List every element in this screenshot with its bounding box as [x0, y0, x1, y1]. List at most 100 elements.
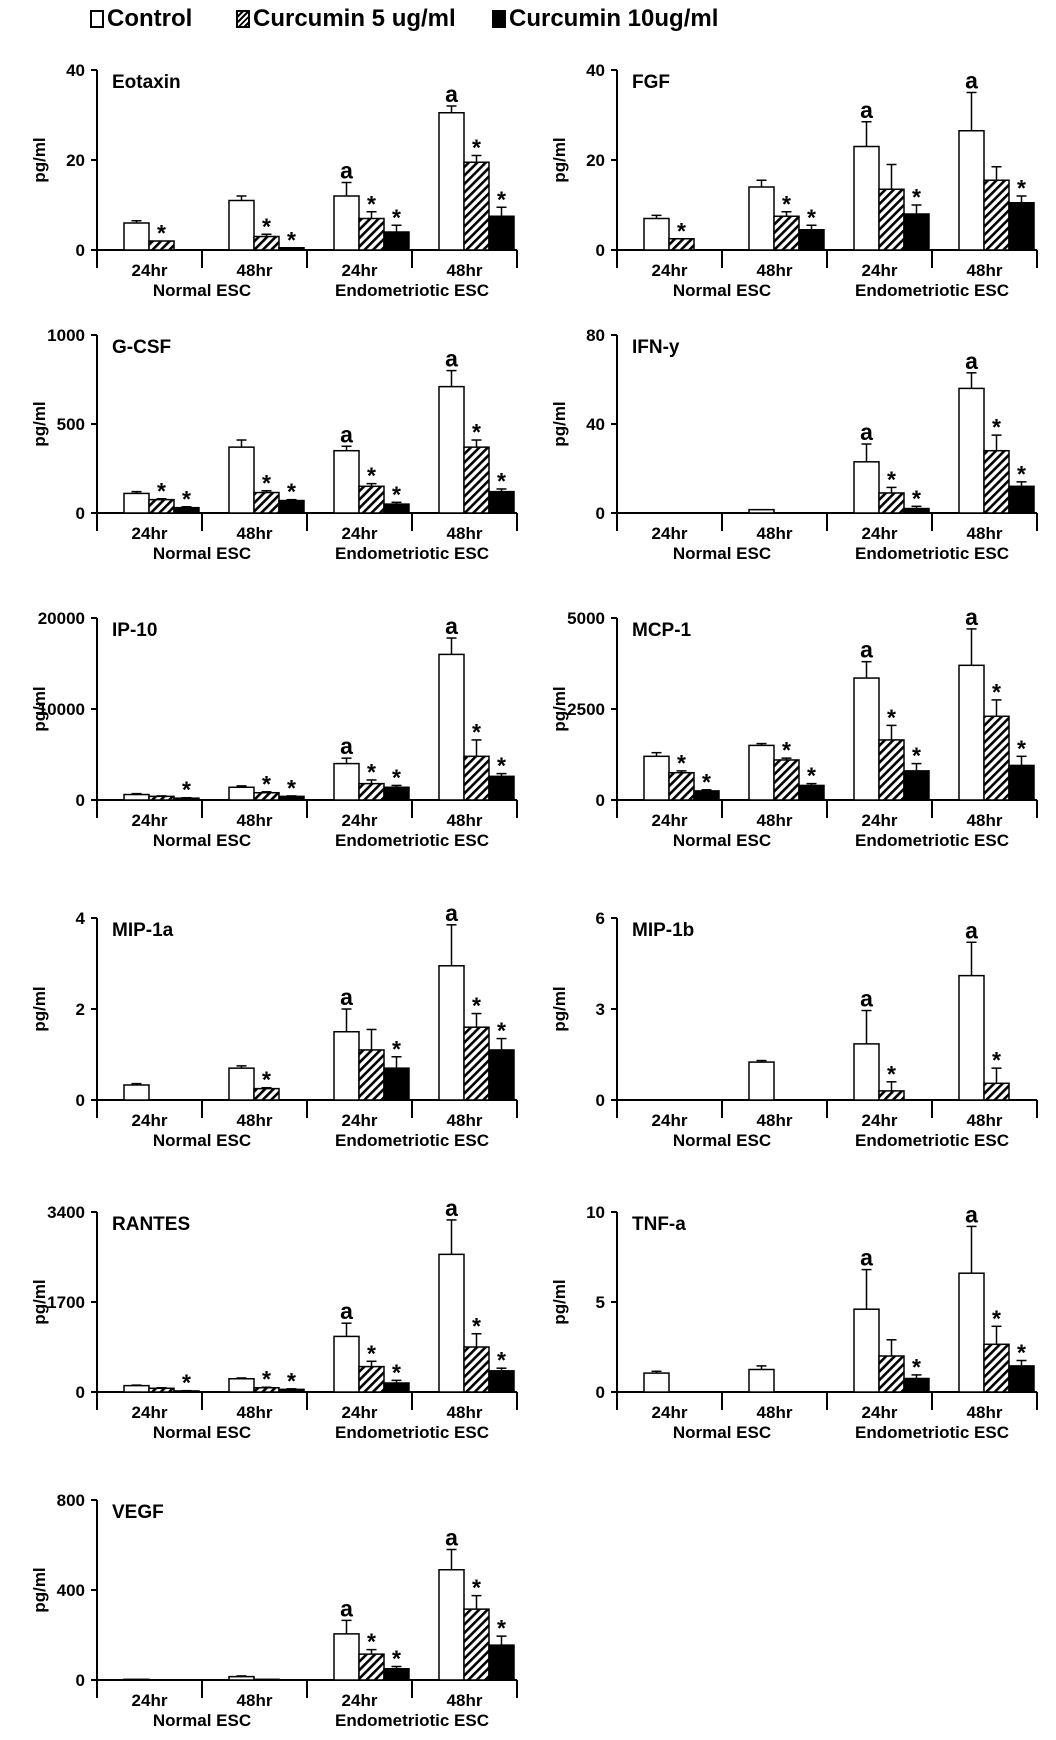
- x-group-label: Endometriotic ESC: [855, 544, 1009, 563]
- x-group-label: Normal ESC: [153, 1423, 251, 1442]
- significance-star: *: [677, 218, 686, 244]
- bar-control: [333, 1633, 360, 1681]
- significance-star: *: [472, 993, 481, 1019]
- x-tick-label: 48hr: [967, 261, 1003, 280]
- significance-star: *: [182, 1370, 191, 1396]
- bar-control: [643, 755, 670, 801]
- x-group-label: Normal ESC: [153, 831, 251, 850]
- x-tick-label: 48hr: [757, 261, 793, 280]
- x-group-label: Normal ESC: [673, 1131, 771, 1150]
- bar-curcumin-10: [1008, 1365, 1035, 1393]
- bar-curcumin-5: [358, 782, 385, 801]
- bar-curcumin-5: [253, 1678, 280, 1681]
- x-group-label: Endometriotic ESC: [335, 1711, 489, 1730]
- bar-control: [123, 1678, 150, 1681]
- significance-star: *: [472, 419, 481, 445]
- significance-star: *: [262, 1067, 271, 1093]
- bar-curcumin-5: [878, 1090, 905, 1101]
- significance-star: *: [262, 470, 271, 496]
- y-tick-label: 3400: [47, 1203, 85, 1222]
- bar-curcumin-10: [1008, 202, 1035, 251]
- y-axis-label: pg/ml: [30, 1279, 49, 1324]
- significance-letter: a: [340, 733, 353, 759]
- bar-curcumin-10: [488, 775, 515, 801]
- bar-curcumin-10: [1008, 764, 1035, 801]
- significance-star: *: [367, 759, 376, 785]
- significance-star: *: [392, 1646, 401, 1672]
- y-tick-label: 40: [66, 61, 85, 80]
- bar-curcumin-5: [878, 188, 905, 251]
- significance-letter: a: [860, 419, 873, 445]
- significance-star: *: [472, 135, 481, 161]
- bar-curcumin-5: [983, 449, 1010, 514]
- y-tick-label: 0: [596, 1091, 605, 1110]
- bar-control: [853, 1308, 880, 1393]
- bar-control: [438, 653, 465, 801]
- significance-star: *: [497, 1615, 506, 1641]
- y-axis-label: pg/ml: [550, 986, 569, 1031]
- bar-control: [228, 1067, 255, 1101]
- y-tick-label: 4: [76, 909, 86, 928]
- significance-star: *: [472, 1313, 481, 1339]
- x-group-label: Normal ESC: [153, 1711, 251, 1730]
- bar-control: [333, 1031, 360, 1101]
- chart-eotaxin: 0 20 40 pg/ml Eotaxin a a * * * * * * * 24hr 48hr 24hr 48…: [30, 61, 518, 300]
- y-tick-label: 5: [596, 1293, 605, 1312]
- significance-letter: a: [860, 97, 873, 123]
- bar-control: [853, 677, 880, 801]
- significance-star: *: [367, 463, 376, 489]
- bar-curcumin-10: [798, 229, 825, 251]
- x-tick-label: 48hr: [967, 524, 1003, 543]
- bar-curcumin-5: [983, 1343, 1010, 1393]
- panel-title: VEGF: [112, 1502, 164, 1523]
- bar-curcumin-5: [983, 179, 1010, 251]
- panel-title: IFN-y: [632, 337, 680, 358]
- x-group-label: Normal ESC: [673, 281, 771, 300]
- bar-control: [958, 1272, 985, 1393]
- bar-control: [958, 387, 985, 514]
- bar-control: [438, 1253, 465, 1393]
- bar-control: [643, 1372, 670, 1393]
- significance-letter: a: [965, 348, 978, 374]
- x-tick-label: 24hr: [132, 1691, 168, 1710]
- bar-curcumin-5: [878, 492, 905, 514]
- y-tick-label: 10: [586, 1203, 605, 1222]
- bar-control: [748, 1061, 775, 1101]
- bar-curcumin-5: [358, 1653, 385, 1681]
- significance-letter: a: [860, 1245, 873, 1271]
- bar-control: [123, 492, 150, 514]
- significance-star: *: [157, 478, 166, 504]
- significance-star: *: [497, 186, 506, 212]
- legend-label: Curcumin 5 ug/ml: [253, 5, 456, 32]
- bar-curcumin-5: [773, 759, 800, 801]
- y-tick-label: 1000: [47, 326, 85, 345]
- significance-star: *: [677, 750, 686, 776]
- significance-letter: a: [340, 1595, 353, 1621]
- y-axis-label: pg/ml: [550, 1279, 569, 1324]
- bar-control: [748, 1368, 775, 1393]
- bar-control: [958, 130, 985, 251]
- y-axis-label: pg/ml: [550, 401, 569, 446]
- bar-curcumin-10: [693, 790, 720, 801]
- x-tick-label: 24hr: [652, 1403, 688, 1422]
- y-tick-label: 0: [76, 241, 85, 260]
- bar-curcumin-10: [1008, 485, 1035, 514]
- bar-curcumin-10: [488, 1370, 515, 1393]
- y-tick-label: 0: [76, 1383, 85, 1402]
- significance-star: *: [262, 213, 271, 239]
- y-axis-label: pg/ml: [30, 1567, 49, 1612]
- y-tick-label: 40: [586, 415, 605, 434]
- y-tick-label: 0: [76, 1671, 85, 1690]
- y-tick-label: 40: [586, 61, 605, 80]
- legend-item-curcumin-10: Curcumin 10ug/ml: [492, 2, 718, 36]
- x-tick-label: 48hr: [967, 1111, 1003, 1130]
- x-group-label: Endometriotic ESC: [855, 831, 1009, 850]
- significance-letter: a: [965, 1201, 978, 1227]
- significance-star: *: [287, 479, 296, 505]
- significance-star: *: [287, 775, 296, 801]
- bar-curcumin-10: [383, 1067, 410, 1101]
- bar-control: [333, 449, 360, 514]
- y-tick-label: 20000: [38, 609, 85, 628]
